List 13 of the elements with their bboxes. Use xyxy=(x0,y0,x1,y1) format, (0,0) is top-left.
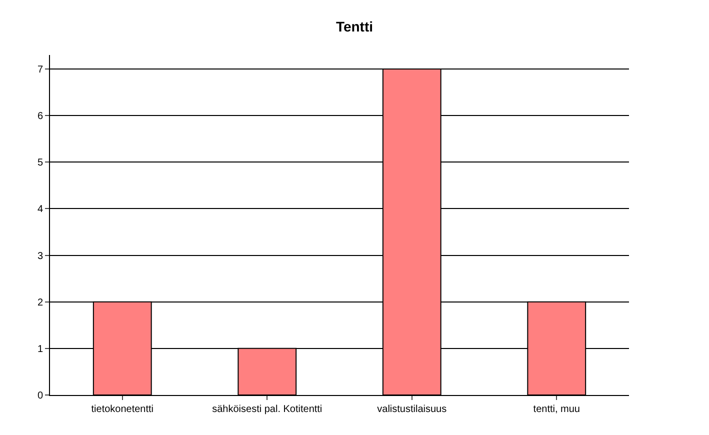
y-tick-label: 0 xyxy=(37,390,44,402)
y-tick-label: 5 xyxy=(37,158,44,169)
x-tick-label: valistustilaisuus xyxy=(377,404,447,415)
y-tick-label: 4 xyxy=(37,204,44,216)
y-tick-label: 3 xyxy=(37,250,44,262)
y-tick-label: 6 xyxy=(37,111,44,122)
y-tick-label: 7 xyxy=(37,64,44,76)
x-tick-label: tietokonetentti xyxy=(91,404,154,415)
x-tick-label: sähköisesti pal. Kotitentti xyxy=(212,404,322,415)
y-tick-label: 2 xyxy=(37,297,44,308)
y-tick-label: 1 xyxy=(37,344,44,355)
chart-title: Tentti xyxy=(336,18,374,35)
x-tick-label: tentti, muu xyxy=(533,404,580,415)
